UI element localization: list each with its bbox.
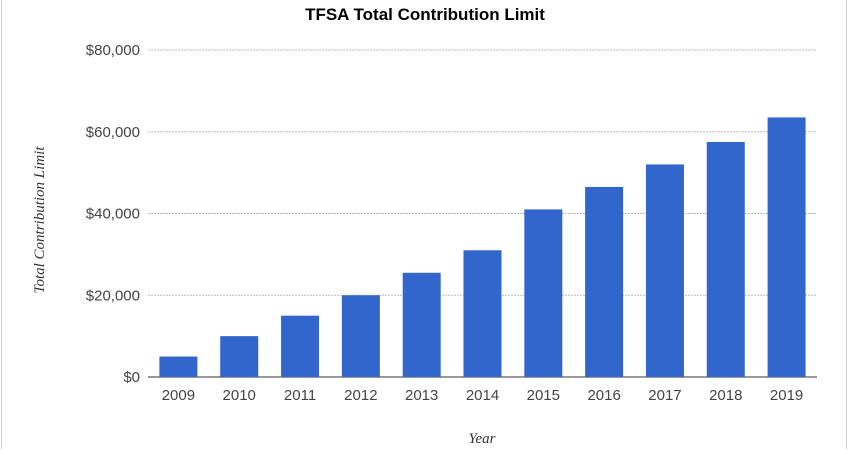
x-tick-label: 2014 [466, 387, 499, 404]
x-tick-label: 2018 [709, 387, 742, 404]
bar-2012 [341, 295, 380, 377]
y-tick-label: $80,000 [86, 42, 140, 59]
x-tick-label: 2010 [223, 387, 256, 404]
y-axis-label: Total Contribution Limit [32, 146, 48, 294]
bar-2011 [281, 315, 320, 377]
x-tick-label: 2019 [770, 387, 803, 404]
x-tick-label: 2011 [284, 387, 316, 404]
chart-title: TFSA Total Contribution Limit [305, 5, 545, 24]
y-tick-label: $40,000 [86, 206, 140, 223]
x-tick-label: 2013 [405, 387, 438, 404]
bar-2019 [767, 117, 806, 377]
bar-2010 [220, 336, 259, 377]
x-tick-label: 2015 [527, 387, 560, 404]
x-axis-label: Year [469, 431, 496, 447]
x-tick-label: 2016 [587, 387, 620, 404]
bar-2013 [402, 272, 441, 377]
y-tick-label: $0 [123, 369, 140, 386]
bar-2017 [645, 164, 684, 377]
bar-2015 [524, 209, 563, 377]
bar-2014 [463, 250, 502, 377]
x-tick-label: 2012 [344, 387, 377, 404]
y-tick-label: $60,000 [86, 124, 140, 141]
y-tick-label: $20,000 [86, 287, 140, 304]
x-tick-label: 2017 [648, 387, 681, 404]
bar-2016 [585, 186, 624, 377]
bar-2018 [706, 141, 745, 377]
bar-2009 [159, 356, 198, 377]
x-tick-label: 2009 [162, 387, 195, 404]
